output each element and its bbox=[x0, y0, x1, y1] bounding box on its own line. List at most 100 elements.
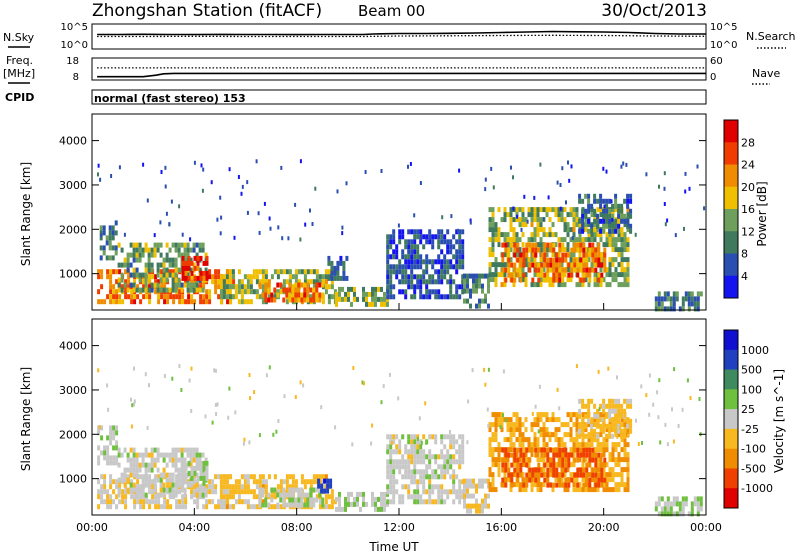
heatmap-cell bbox=[452, 234, 456, 240]
heatmap-cell bbox=[602, 218, 606, 224]
heatmap-cell bbox=[518, 247, 522, 253]
heatmap-cell bbox=[623, 398, 627, 404]
heatmap-cell bbox=[491, 242, 495, 248]
heatmap-cell bbox=[115, 484, 119, 490]
heatmap-cell bbox=[437, 489, 441, 495]
heatmap-cell bbox=[504, 277, 508, 283]
heatmap-cell bbox=[320, 488, 324, 494]
heatmap-cell bbox=[536, 457, 540, 463]
heatmap-cell bbox=[530, 232, 534, 238]
heatmap-cell bbox=[576, 242, 580, 248]
heatmap-cell bbox=[585, 267, 589, 273]
heatmap-cell bbox=[132, 402, 135, 407]
heatmap-cell bbox=[189, 257, 193, 263]
heatmap-cell bbox=[288, 492, 292, 498]
heatmap-cell bbox=[497, 422, 501, 428]
heatmap-cell bbox=[681, 407, 684, 412]
heatmap-cell bbox=[530, 482, 534, 488]
heatmap-cell bbox=[294, 297, 298, 303]
heatmap-cell bbox=[268, 365, 271, 370]
heatmap-cell bbox=[187, 470, 191, 476]
heatmap-cell bbox=[150, 247, 154, 253]
heatmap-cell bbox=[416, 484, 420, 490]
heatmap-cell bbox=[504, 467, 508, 473]
heatmap-cell bbox=[590, 442, 594, 448]
heatmap-cell bbox=[431, 474, 435, 480]
heatmap-cell bbox=[602, 208, 606, 214]
heatmap-cell bbox=[458, 244, 462, 250]
heatmap-cell bbox=[168, 477, 172, 483]
heatmap-cell bbox=[549, 267, 553, 273]
heatmap-cell bbox=[312, 502, 316, 508]
heatmap-cell bbox=[475, 288, 478, 294]
heatmap-cell bbox=[585, 272, 589, 278]
heatmap-cell bbox=[187, 480, 191, 486]
heatmap-cell bbox=[291, 287, 295, 293]
heatmap-cell bbox=[484, 498, 487, 504]
heatmap-cell bbox=[660, 496, 664, 502]
heatmap-cell bbox=[478, 483, 481, 489]
heatmap-cell bbox=[195, 252, 199, 258]
heatmap-cell bbox=[549, 467, 553, 473]
heatmap-cell bbox=[147, 252, 151, 258]
heatmap-cell bbox=[168, 472, 172, 478]
heatmap-cell bbox=[237, 279, 241, 285]
heatmap-cell bbox=[115, 494, 119, 500]
heatmap-cell bbox=[386, 464, 390, 470]
heatmap-cell bbox=[578, 457, 582, 463]
heatmap-cell bbox=[516, 462, 520, 468]
heatmap-cell bbox=[261, 492, 265, 498]
heatmap-cell bbox=[591, 452, 595, 458]
heatmap-cell bbox=[181, 265, 185, 271]
heatmap-cell bbox=[440, 454, 444, 460]
heatmap-cell bbox=[626, 398, 630, 404]
heatmap-cell bbox=[392, 229, 396, 235]
heatmap-cell bbox=[431, 234, 435, 240]
heatmap-cell bbox=[202, 284, 206, 290]
heatmap-cell bbox=[675, 501, 679, 507]
heatmap-cell bbox=[581, 437, 585, 443]
heatmap-cell bbox=[469, 493, 472, 499]
heatmap-cell bbox=[509, 212, 513, 218]
heatmap-cell bbox=[169, 484, 173, 490]
heatmap-cell bbox=[443, 434, 447, 440]
heatmap-cell bbox=[183, 252, 187, 258]
heatmap-cell bbox=[398, 494, 402, 500]
heatmap-cell bbox=[458, 284, 462, 290]
heatmap-cell bbox=[623, 247, 627, 253]
heatmap-cell bbox=[246, 504, 250, 510]
heatmap-cell bbox=[306, 269, 310, 275]
heatmap-cell bbox=[428, 484, 432, 490]
heatmap-cell bbox=[208, 299, 212, 305]
heatmap-cell bbox=[556, 180, 559, 185]
heatmap-cell bbox=[533, 482, 537, 488]
heatmap-cell bbox=[190, 409, 193, 413]
heatmap-cell bbox=[671, 407, 673, 412]
heatmap-cell bbox=[519, 277, 523, 283]
heatmap-cell bbox=[581, 198, 585, 204]
heatmap-cell bbox=[519, 482, 523, 488]
heatmap-cell bbox=[494, 417, 498, 423]
heatmap-cell bbox=[666, 218, 669, 223]
heatmap-cell bbox=[164, 184, 167, 189]
heatmap-cell bbox=[542, 432, 546, 438]
heatmap-cell bbox=[563, 472, 567, 478]
heatmap-cell bbox=[603, 457, 607, 463]
heatmap-cell bbox=[410, 454, 414, 460]
heatmap-cell bbox=[506, 457, 510, 463]
heatmap-cell bbox=[174, 452, 178, 458]
colorbar-tick-label: -500 bbox=[741, 462, 766, 475]
heatmap-cell bbox=[458, 494, 462, 500]
heatmap-cell bbox=[500, 217, 504, 223]
heatmap-cell bbox=[195, 472, 199, 478]
heatmap-cell bbox=[178, 299, 182, 305]
heatmap-cell bbox=[608, 257, 612, 263]
heatmap-cell bbox=[546, 477, 550, 483]
power-ylabel: Slant Range [km] bbox=[19, 162, 33, 266]
heatmap-cell bbox=[264, 494, 268, 500]
heatmap-cell bbox=[566, 467, 570, 473]
heatmap-cell bbox=[566, 422, 570, 428]
heatmap-cell bbox=[317, 478, 321, 484]
heatmap-cell bbox=[584, 213, 588, 219]
heatmap-cell bbox=[225, 479, 229, 485]
